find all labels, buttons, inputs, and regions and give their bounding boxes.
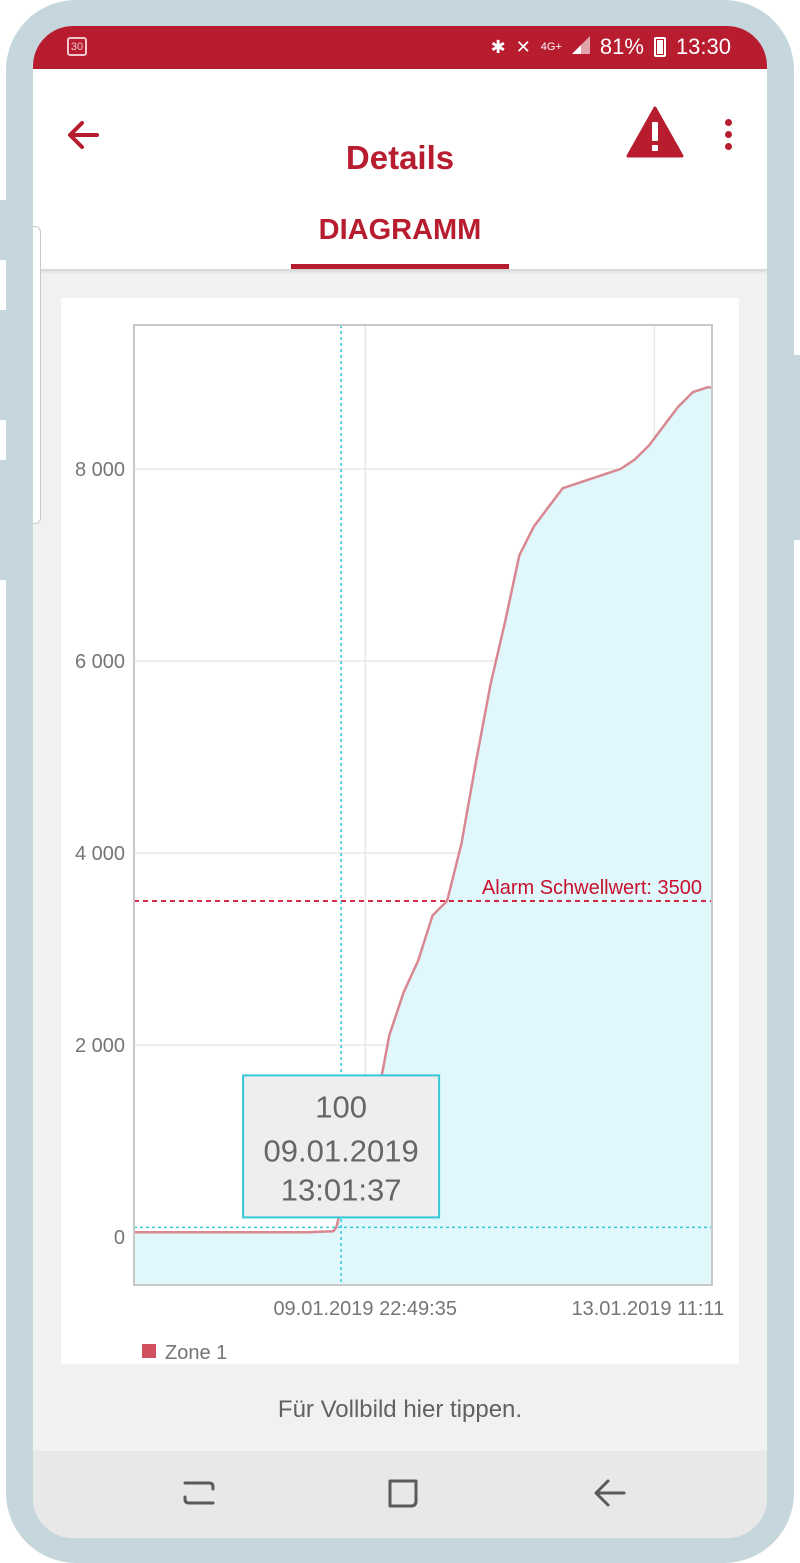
bluetooth-icon: ✱ (490, 36, 506, 57)
legend-swatch (142, 1344, 156, 1358)
screen: 30 ✱ ✕ 4G+ 81% 13:30 Details (33, 26, 767, 1538)
network-label: 4G+ (540, 41, 562, 53)
x-tick-label: 09.01.2019 22:49:35 (273, 1298, 457, 1320)
back-nav-button[interactable] (590, 1473, 630, 1513)
series-area (134, 387, 712, 1285)
fullscreen-hint[interactable]: Für Vollbild hier tippen. (277, 1396, 523, 1423)
app-bar: Details DIAGRAMM (33, 69, 767, 269)
phone-side-button (0, 200, 8, 260)
tab-label: DIAGRAMM (318, 214, 482, 246)
edge-panel-handle[interactable] (33, 226, 41, 524)
home-button[interactable] (383, 1473, 423, 1513)
phone-side-button (792, 355, 800, 540)
warning-triangle-icon (626, 106, 684, 158)
chart-card[interactable]: 0 2 000 4 000 6 000 8 000 09.01.2019 22:49:35… (61, 298, 739, 1364)
y-tick-label: 0 (114, 1227, 125, 1249)
tooltip-box (242, 1074, 441, 1219)
legend-label: Zone 1 (165, 1342, 227, 1364)
alarm-button[interactable] (626, 105, 684, 159)
y-tick-label: 2 000 (75, 1035, 125, 1057)
tooltip-value: 100 (315, 1089, 367, 1124)
status-bar: 30 ✱ ✕ 4G+ 81% 13:30 (33, 26, 767, 69)
recent-apps-icon (183, 1481, 215, 1505)
back-button[interactable] (63, 117, 105, 153)
tab-indicator (291, 264, 509, 269)
calendar-day: 30 (70, 41, 84, 53)
network-4g-icon: 4G+ (540, 41, 562, 53)
plot-border (133, 324, 713, 1286)
y-tick-label: 6 000 (75, 651, 125, 673)
phone-side-button (0, 310, 8, 420)
recent-apps-button[interactable] (179, 1473, 219, 1513)
page-title: Details (345, 139, 455, 176)
mute-vibrate-icon: ✕ (515, 36, 531, 57)
alarm-threshold-label: Alarm Schwellwert: 3500 (482, 877, 702, 899)
tooltip-time: 13:01:37 (281, 1172, 402, 1207)
y-tick-label: 4 000 (75, 843, 125, 865)
series-line (134, 386, 712, 1234)
more-options-button[interactable] (721, 115, 735, 155)
calendar-icon: 30 (67, 37, 87, 56)
chart: 0 2 000 4 000 6 000 8 000 09.01.2019 22:49:35… (75, 324, 724, 1364)
tab-diagramm[interactable]: DIAGRAMM (291, 214, 509, 269)
battery-percent: 81% (599, 34, 644, 59)
home-icon (388, 1479, 418, 1508)
arrow-left-icon (68, 121, 99, 149)
phone-side-button (0, 460, 8, 580)
x-tick-label: 13.01.2019 11:11 (571, 1298, 724, 1320)
battery-icon (653, 37, 666, 57)
tooltip-date: 09.01.2019 (264, 1133, 419, 1168)
navigation-bar (33, 1451, 767, 1538)
y-tick-label: 8 000 (75, 459, 125, 481)
signal-icon (571, 34, 590, 60)
clock: 13:30 (675, 34, 731, 59)
back-icon (594, 1479, 626, 1507)
